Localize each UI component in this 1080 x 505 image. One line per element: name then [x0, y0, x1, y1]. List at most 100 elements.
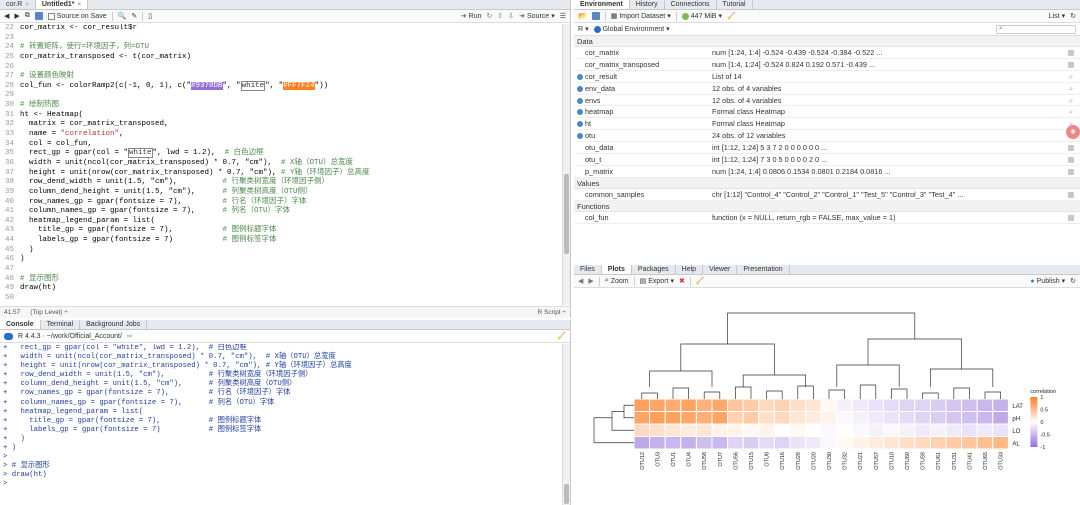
heatmap-cell [633, 423, 651, 437]
env-row[interactable]: common_samples chr [1:12] "Control_4" "Co… [574, 189, 1080, 201]
code-editor[interactable]: 22 cor_matrix <- cor_result$r 23 24 # 转置矩阵，使… [0, 24, 562, 305]
clear-console-icon[interactable]: 🧹 [557, 333, 566, 340]
console-tab-0[interactable]: Console [0, 320, 41, 329]
grid-view-icon[interactable]: ▦ [1067, 155, 1075, 165]
console-scrollbar[interactable] [562, 344, 570, 505]
remove-plot-icon[interactable]: ✖ [678, 278, 685, 285]
compile-report-icon[interactable]: ▯ [148, 13, 153, 20]
previous-plot-icon[interactable]: ◀ [578, 278, 584, 285]
magnify-icon[interactable]: ⌕ [1068, 119, 1074, 129]
env-row[interactable]: p_matrix num [1:24, 1:4] 0.0806 0.1534 0.… [574, 166, 1080, 178]
run-button[interactable]: ➜ Run [461, 12, 482, 21]
code-line: 43 title_gp = gpar(fontsize = 7), # 图例标题… [0, 226, 562, 236]
magnify-icon[interactable]: ⌕ [1068, 83, 1074, 93]
plots-tab-2[interactable]: Packages [632, 265, 676, 274]
save-icon[interactable] [34, 12, 43, 20]
expand-icon[interactable] [577, 85, 583, 92]
zoom-label: Zoom [610, 277, 629, 285]
magnify-icon[interactable]: ⌕ [1068, 95, 1074, 105]
env-row[interactable]: cor_matrix num [1:24, 1:4] -0.524 -0.439 … [574, 47, 1080, 59]
environment-tab-0[interactable]: Environment [574, 0, 630, 9]
source-tab-0[interactable]: cor.R × [0, 0, 36, 9]
go-to-dir-icon[interactable]: ⇨ [126, 333, 133, 340]
go-up-icon[interactable]: ⇧ [497, 13, 504, 20]
grid-view-icon[interactable]: ▦ [1067, 143, 1075, 153]
expand-icon[interactable] [577, 97, 583, 104]
go-down-icon[interactable]: ⇩ [508, 13, 515, 20]
nav-forward-icon[interactable]: ▶ [14, 13, 20, 20]
environment-tab-1[interactable]: History [630, 0, 665, 9]
source-button[interactable]: ➜ Source ▾ [519, 12, 555, 21]
editor-scrollbar[interactable] [562, 24, 570, 305]
scope-selector[interactable]: (Top Level) ÷ [30, 309, 68, 316]
source-tab-1[interactable]: Untitled1* × [35, 0, 89, 9]
expand-icon[interactable] [577, 133, 583, 140]
refresh-plot-icon[interactable]: ↻ [1070, 278, 1076, 285]
import-dataset-label: Import Dataset [619, 12, 666, 20]
magnify-icon[interactable]: ⌕ [1068, 71, 1074, 81]
language-selector[interactable]: R ▾ [578, 25, 589, 34]
env-row[interactable]: otu_t int [1:12, 1:24] 7 3 0 5 0 0 0 0 2 … [574, 154, 1080, 166]
environment-search-input[interactable]: ⌕ [996, 24, 1076, 34]
refresh-icon[interactable]: ↻ [1070, 13, 1076, 20]
environment-tab-3[interactable]: Tutorial [717, 0, 753, 9]
clear-plots-icon[interactable]: 🧹 [695, 278, 705, 285]
memory-usage-button[interactable]: 447 MiB ▾ [681, 12, 722, 20]
env-row[interactable]: heatmap Formal class Heatmap ⌕ [574, 106, 1080, 119]
env-row[interactable]: cor_result List of 14 ⌕ [574, 71, 1080, 83]
search-icon[interactable]: 🔍 [117, 13, 127, 20]
plots-tab-1[interactable]: Plots [601, 265, 632, 274]
magnify-icon[interactable]: ⌕ [1068, 107, 1074, 117]
chevron-down-icon: ▾ [718, 13, 722, 20]
grid-view-icon[interactable]: ▦ [1067, 48, 1075, 57]
floating-badge[interactable]: ◉ [1066, 125, 1080, 139]
heatmap-cell [929, 411, 947, 425]
heatmap-cell [976, 398, 994, 412]
plots-tab-3[interactable]: Help [676, 265, 704, 274]
console-tab-1[interactable]: Terminal [41, 320, 81, 329]
environment-tab-2[interactable]: Connections [665, 0, 717, 9]
expand-icon[interactable] [577, 109, 583, 116]
outline-icon[interactable]: ☰ [559, 13, 566, 20]
env-row[interactable]: envs 12 obs. of 4 variables ⌕ [574, 95, 1080, 107]
grid-view-icon[interactable]: ▦ [1067, 212, 1075, 222]
env-row[interactable]: ht Formal class Heatmap ⌕ [574, 118, 1080, 131]
publish-button[interactable]: ● Publish ▾ [1030, 277, 1065, 286]
close-icon[interactable]: × [25, 1, 29, 8]
zoom-button[interactable]: ⌕ Zoom [605, 277, 629, 285]
env-row[interactable]: cor_matrix_transposed num [1:4, 1:24] -0.… [574, 59, 1080, 71]
console-output[interactable]: + rect_gp = gpar(col = "white", lwd = 1.… [0, 344, 562, 505]
plots-tab-0[interactable]: Files [574, 265, 602, 274]
environment-scope-selector[interactable]: Global Environment ▾ [593, 25, 670, 33]
plots-tab-5[interactable]: Presentation [737, 265, 790, 274]
nav-back-icon[interactable]: ◀ [4, 13, 10, 20]
env-row[interactable]: col_fun function (x = NULL, return_rgb = … [574, 212, 1080, 224]
console-scroll-thumb[interactable] [564, 484, 569, 504]
import-dataset-button[interactable]: ▦ Import Dataset ▾ [611, 12, 671, 21]
clear-workspace-icon[interactable]: 🧹 [726, 13, 736, 20]
grid-view-icon[interactable]: ▦ [1067, 166, 1075, 176]
load-workspace-icon[interactable]: 📂 [578, 13, 587, 20]
grid-view-icon[interactable]: ▦ [1067, 59, 1075, 69]
view-mode-button[interactable]: List ▾ [1049, 12, 1065, 21]
expand-icon[interactable] [577, 73, 583, 80]
file-type-selector[interactable]: R Script ÷ [537, 309, 567, 316]
close-icon[interactable]: × [77, 1, 82, 8]
show-in-window-icon[interactable]: ⧉ [24, 12, 30, 19]
heatmap-cell [680, 398, 697, 412]
env-row[interactable]: otu_data int [1:12, 1:24] 5 3 7 2 0 0 0 0… [574, 142, 1080, 155]
env-var-name: common_samples [574, 189, 712, 200]
source-on-save-checkbox[interactable]: Source on Save [47, 12, 107, 20]
rerun-icon[interactable]: ↻ [486, 13, 493, 20]
env-row[interactable]: env_data 12 obs. of 4 variables ⌕ [574, 83, 1080, 95]
magic-wand-icon[interactable]: ✎ [131, 13, 138, 20]
console-tab-2[interactable]: Background Jobs [80, 320, 148, 329]
plots-tab-4[interactable]: Viewer [703, 265, 738, 274]
editor-scroll-thumb[interactable] [564, 174, 569, 254]
next-plot-icon[interactable]: ▶ [588, 278, 594, 285]
save-workspace-icon[interactable] [591, 12, 600, 20]
expand-icon[interactable] [577, 121, 583, 128]
export-button[interactable]: ▤ Export ▾ [640, 277, 674, 286]
grid-view-icon[interactable]: ▦ [1067, 189, 1075, 199]
